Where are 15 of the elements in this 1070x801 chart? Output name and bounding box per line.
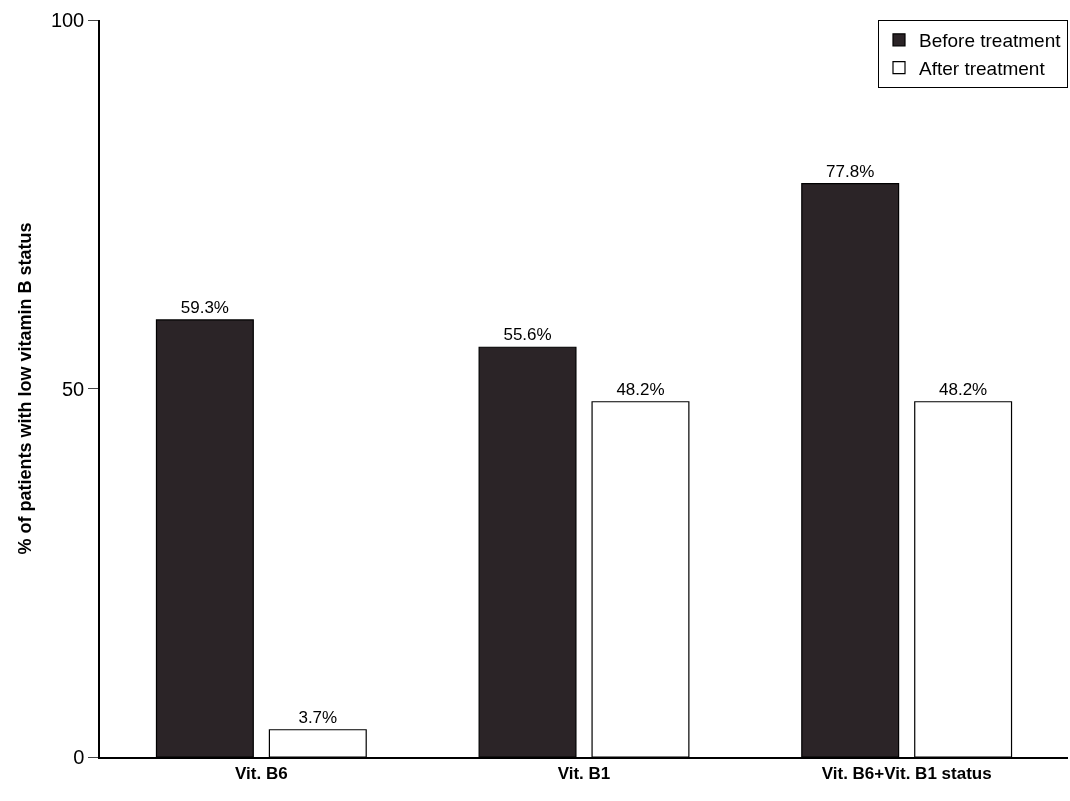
data-label: 3.7% <box>298 707 338 727</box>
y-tick-label: 100 <box>50 9 85 31</box>
y-tick-label: 0 <box>73 746 85 768</box>
legend-label: After treatment <box>919 57 1046 79</box>
data-label: 77.8% <box>826 161 875 181</box>
legend-label: Before treatment <box>919 30 1062 52</box>
x-tick-label: Vit. B6+Vit. B1 status <box>821 764 992 784</box>
y-tick-label: 50 <box>62 377 85 400</box>
data-label: 48.2% <box>616 379 665 399</box>
x-tick-label: Vit. B1 <box>557 764 611 784</box>
data-label: 55.6% <box>503 325 552 345</box>
data-label: 48.2% <box>939 379 988 399</box>
y-axis-title: % of patients with low vitamin B status <box>14 222 35 555</box>
x-tick-label: Vit. B6 <box>235 764 288 784</box>
data-label: 59.3% <box>180 297 229 317</box>
